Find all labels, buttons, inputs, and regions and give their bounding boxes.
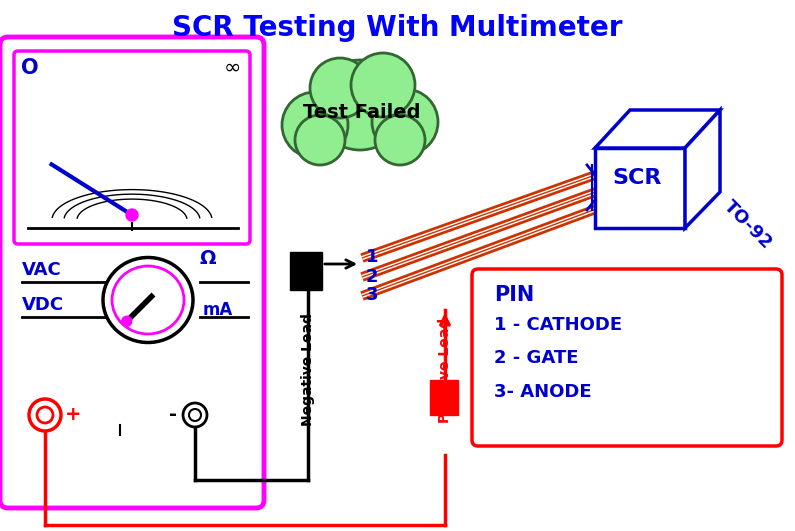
Text: mA: mA bbox=[203, 301, 233, 319]
Circle shape bbox=[189, 409, 201, 421]
Circle shape bbox=[282, 92, 348, 158]
FancyBboxPatch shape bbox=[472, 269, 782, 446]
Text: 1 - CATHODE: 1 - CATHODE bbox=[494, 316, 622, 334]
Text: Ω: Ω bbox=[200, 249, 216, 268]
Text: VAC: VAC bbox=[22, 261, 62, 279]
Text: 3- ANODE: 3- ANODE bbox=[494, 383, 591, 401]
Text: Positive Lead: Positive Lead bbox=[438, 318, 452, 423]
Polygon shape bbox=[685, 110, 720, 228]
Circle shape bbox=[37, 407, 53, 423]
Text: 2: 2 bbox=[366, 268, 378, 286]
Text: 2 - GATE: 2 - GATE bbox=[494, 349, 579, 367]
Text: ∞: ∞ bbox=[223, 58, 241, 78]
Text: O: O bbox=[21, 58, 39, 78]
Text: VDC: VDC bbox=[22, 296, 64, 314]
Text: -: - bbox=[169, 406, 177, 424]
Circle shape bbox=[183, 403, 207, 427]
Circle shape bbox=[310, 58, 370, 118]
Text: 1: 1 bbox=[366, 248, 378, 266]
Text: SCR: SCR bbox=[612, 168, 661, 188]
Circle shape bbox=[375, 115, 425, 165]
Circle shape bbox=[372, 89, 438, 155]
Polygon shape bbox=[595, 148, 685, 228]
Circle shape bbox=[315, 60, 405, 150]
FancyBboxPatch shape bbox=[14, 51, 250, 244]
Circle shape bbox=[295, 115, 345, 165]
Circle shape bbox=[126, 209, 138, 221]
Bar bbox=[290, 252, 322, 290]
Text: SCR Testing With Multimeter: SCR Testing With Multimeter bbox=[172, 14, 622, 42]
Text: Negative Lead: Negative Lead bbox=[301, 314, 315, 426]
Text: TO-92: TO-92 bbox=[720, 197, 776, 253]
Circle shape bbox=[122, 316, 132, 326]
Circle shape bbox=[351, 53, 415, 117]
Text: 3: 3 bbox=[366, 286, 378, 304]
Ellipse shape bbox=[112, 266, 184, 334]
Bar bbox=[430, 380, 458, 415]
Text: Test Failed: Test Failed bbox=[303, 102, 421, 122]
Text: +: + bbox=[65, 406, 82, 424]
Polygon shape bbox=[595, 110, 720, 148]
FancyBboxPatch shape bbox=[0, 37, 264, 508]
Text: PIN: PIN bbox=[494, 285, 534, 305]
Circle shape bbox=[29, 399, 61, 431]
Ellipse shape bbox=[103, 258, 193, 342]
